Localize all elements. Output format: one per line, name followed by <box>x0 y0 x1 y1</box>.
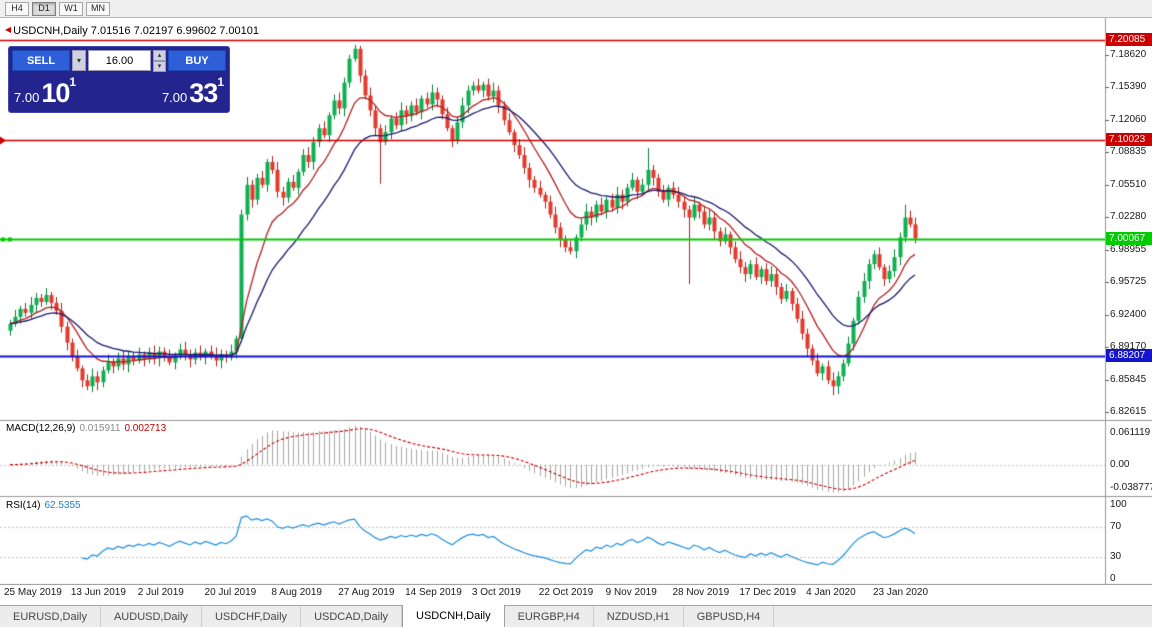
chart-tab-usdcnh[interactable]: USDCNH,Daily <box>402 605 505 627</box>
timeframe-button-mn[interactable]: MN <box>86 1 110 16</box>
sell-price-base: 7.00 <box>14 90 40 105</box>
macd-signal-value: 0.002713 <box>124 423 167 434</box>
sell-price-pips: 10 <box>41 78 70 108</box>
chart-ohlc-values: 7.01516 7.02197 6.99602 7.00101 <box>90 25 259 37</box>
date-label: 27 Aug 2019 <box>338 587 395 598</box>
date-label: 4 Jan 2020 <box>806 587 856 598</box>
chart-tab-eurgbp[interactable]: EURGBP,H4 <box>505 606 594 627</box>
date-label: 8 Aug 2019 <box>271 587 322 598</box>
timeframe-toolbar: H4 D1 W1 MN <box>0 0 1152 18</box>
buy-price-frac: 1 <box>217 75 224 89</box>
sell-price: 7.00 10 1 <box>14 73 76 109</box>
chart-symbol-period: USDCNH,Daily <box>13 25 88 37</box>
macd-name: MACD(12,26,9) <box>6 423 76 434</box>
chart-tabs-bar: EURUSD,Daily AUDUSD,Daily USDCHF,Daily USDC… <box>0 605 1152 627</box>
volume-input[interactable] <box>89 51 150 70</box>
sell-button[interactable]: SELL <box>12 50 70 71</box>
buy-price-pips: 33 <box>189 78 218 108</box>
chart-title: ◀ USDCNH,Daily 7.01516 7.02197 6.99602 7.… <box>5 25 259 37</box>
volume-field <box>88 50 151 71</box>
date-label: 22 Oct 2019 <box>538 587 594 598</box>
date-label: 14 Sep 2019 <box>405 587 462 598</box>
chart-tab-usdchf[interactable]: USDCHF,Daily <box>202 606 302 627</box>
rsi-value: 62.5355 <box>44 500 81 511</box>
sell-price-frac: 1 <box>69 75 77 89</box>
buy-button[interactable]: BUY <box>168 50 226 71</box>
date-label: 20 Jul 2019 <box>204 587 257 598</box>
rsi-indicator-label: RSI(14) 62.5355 <box>6 500 81 511</box>
buy-price-base: 7.00 <box>161 90 188 105</box>
date-label: 23 Jan 2020 <box>873 587 929 598</box>
timeframe-button-w1[interactable]: W1 <box>59 1 83 16</box>
date-label: 3 Oct 2019 <box>471 587 521 598</box>
date-label: 13 Jun 2019 <box>70 587 126 598</box>
macd-main-value: 0.015911 <box>79 423 121 434</box>
chevron-down-icon: ▾ <box>153 61 166 72</box>
macd-indicator-label: MACD(12,26,9) 0.015911 0.002713 <box>6 423 166 434</box>
date-label: 2 Jul 2019 <box>137 587 184 598</box>
buy-price: 7.00 33 1 <box>162 73 224 109</box>
chart-tab-usdcad[interactable]: USDCAD,Daily <box>301 606 403 627</box>
chevron-down-icon: ▾ <box>76 56 81 65</box>
chart-tab-gbpusd[interactable]: GBPUSD,H4 <box>684 606 775 627</box>
date-label: 9 Nov 2019 <box>605 587 657 598</box>
chart-tab-audusd[interactable]: AUDUSD,Daily <box>101 606 202 627</box>
timeframe-button-d1[interactable]: D1 <box>32 1 56 16</box>
timeframe-button-h4[interactable]: H4 <box>5 1 29 16</box>
date-label: 25 May 2019 <box>4 587 62 598</box>
chart-tab-eurusd[interactable]: EURUSD,Daily <box>0 606 101 627</box>
chevron-up-icon: ▴ <box>153 50 166 61</box>
volume-stepper[interactable]: ▴ ▾ <box>153 50 166 72</box>
one-click-trading-panel: SELL ▾ ▴ ▾ BUY 7.00 10 1 7.00 33 1 <box>8 46 230 113</box>
date-label: 17 Dec 2019 <box>739 587 797 598</box>
volume-dropdown-button[interactable]: ▾ <box>72 50 86 71</box>
rsi-name: RSI(14) <box>6 500 41 511</box>
line-anchor-icon: ◀ <box>5 25 12 34</box>
chart-tab-nzdusd[interactable]: NZDUSD,H1 <box>594 606 684 627</box>
date-label: 28 Nov 2019 <box>672 587 730 598</box>
